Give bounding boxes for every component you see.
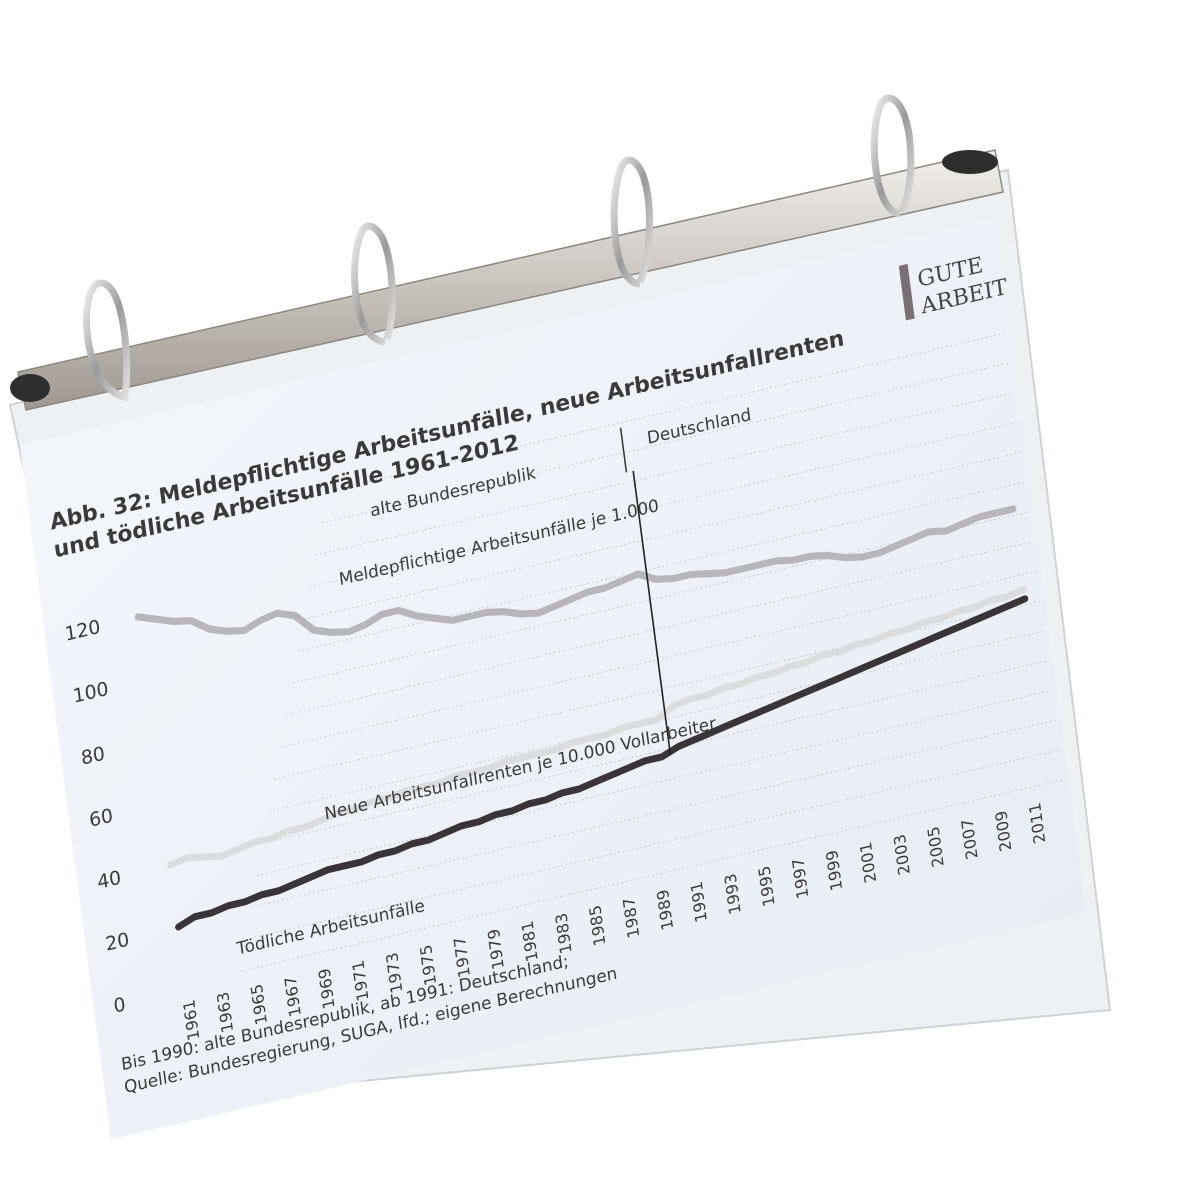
x-tick-label: 1991 (687, 880, 711, 925)
x-tick-label: 2005 (924, 825, 948, 870)
x-tick-label: 1973 (382, 951, 406, 996)
x-tick-label: 1985 (586, 903, 610, 948)
x-tick-label: 1961 (179, 998, 203, 1043)
dotted-gridline (239, 779, 1064, 972)
x-tick-label: 1983 (552, 911, 576, 956)
printed-sheet: GUTE ARBEIT Abb. 32: Meldepflichtige Arb… (20, 218, 1087, 1140)
y-tick-label: 80 (80, 743, 106, 770)
binder-rings (83, 94, 915, 402)
x-tick-label: 1995 (755, 864, 779, 909)
x-tick-label: 2009 (992, 809, 1016, 854)
y-tick-label: 40 (96, 867, 122, 894)
dotted-gridline (286, 541, 1033, 716)
x-tick-label: 1997 (789, 856, 813, 901)
x-tick-label: 1977 (450, 935, 474, 980)
dotted-gridline (309, 421, 1017, 588)
x-tick-label: 2003 (890, 832, 914, 877)
binder-ring-2 (351, 222, 396, 346)
series-line-1 (134, 505, 1017, 637)
x-tick-label: 1999 (822, 848, 846, 893)
x-axis: 1961 1963 1965 1967 1969 1971 1973 1975 1977 1979… (179, 801, 1049, 1043)
binder-strip (10, 149, 1004, 411)
region-separator (619, 427, 628, 473)
x-tick-label: 1979 (484, 927, 508, 972)
x-tick-label: 2001 (856, 840, 880, 885)
binder-ring-4 (870, 94, 915, 218)
x-tick-label: 1963 (213, 990, 237, 1035)
x-tick-label: 2011 (1025, 801, 1049, 846)
dotted-gridline (303, 451, 1021, 620)
x-tick-label: 1967 (281, 974, 305, 1019)
y-tick-label: 60 (88, 805, 114, 832)
series-layer (134, 505, 1029, 931)
dotted-gridline (263, 660, 1049, 844)
x-tick-label: 1975 (416, 943, 440, 988)
binder-ring-1 (83, 279, 131, 402)
x-tick-label: 1981 (518, 919, 542, 964)
x-tick-label: 1969 (315, 966, 339, 1011)
x-tick-label: 1965 (247, 982, 271, 1027)
y-tick-label: 0 (112, 993, 127, 1018)
x-tick-label: 2007 (958, 817, 982, 862)
y-tick-label: 20 (104, 929, 130, 956)
x-tick-label: 1993 (721, 872, 745, 917)
dotted-gridline (321, 362, 1010, 524)
series-line-2 (167, 586, 1028, 869)
x-tick-label: 1987 (619, 895, 643, 940)
series-line-3 (175, 595, 1029, 931)
x-tick-label: 1971 (349, 958, 373, 1003)
dotted-gridline (274, 600, 1041, 780)
germany-reunification-divider (632, 470, 672, 756)
binder-ring-3 (610, 156, 654, 288)
x-tick-label: 1989 (653, 888, 677, 933)
dotted-gridline (327, 332, 1006, 492)
dotted-gridline (257, 689, 1052, 876)
